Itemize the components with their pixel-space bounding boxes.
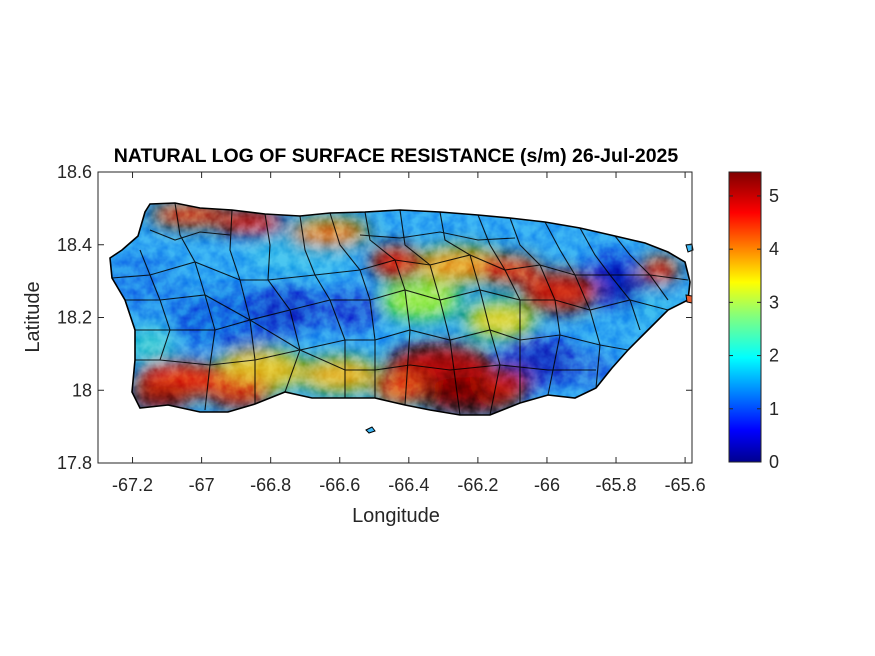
y-tick-label: 17.8 <box>57 453 92 473</box>
colorbar-tick-label: 3 <box>769 292 779 312</box>
colorbar-tick-label: 4 <box>769 239 779 259</box>
colorbar-tick-label: 0 <box>769 452 779 472</box>
colorbar-tick-label: 1 <box>769 399 779 419</box>
x-axis: -67.2 -67 -66.8 -66.6 -66.4 -66.2 -66 -65.8 -65.… <box>112 172 706 495</box>
colorbar <box>728 171 762 463</box>
x-axis-label: Longitude <box>352 505 440 527</box>
colorbar-ticks: 0 1 2 3 4 5 <box>729 186 779 472</box>
x-tick-label: -66.2 <box>457 475 498 495</box>
y-tick-label: 18.2 <box>57 308 92 328</box>
x-tick-label: -66.4 <box>388 475 429 495</box>
x-tick-label: -65.6 <box>665 475 706 495</box>
y-tick-label: 18.4 <box>57 235 92 255</box>
municipality-boundaries <box>111 203 689 415</box>
colorbar-tick-label: 2 <box>769 346 779 366</box>
offshore-islet <box>685 294 693 304</box>
caja-de-muertos-island <box>365 426 376 434</box>
y-axis: 17.8 18 18.2 18.4 18.6 <box>57 162 692 473</box>
y-tick-label: 18.6 <box>57 162 92 182</box>
x-tick-label: -65.8 <box>596 475 637 495</box>
x-tick-label: -67 <box>189 475 215 495</box>
x-tick-label: -67.2 <box>112 475 153 495</box>
y-axis-label: Latitude <box>22 281 44 352</box>
x-tick-label: -66 <box>534 475 560 495</box>
colorbar-tick-label: 5 <box>769 186 779 206</box>
chart-title: NATURAL LOG OF SURFACE RESISTANCE (s/m) … <box>114 145 679 167</box>
x-tick-label: -66.8 <box>250 475 291 495</box>
y-tick-label: 18 <box>72 380 92 400</box>
x-tick-label: -66.6 <box>319 475 360 495</box>
